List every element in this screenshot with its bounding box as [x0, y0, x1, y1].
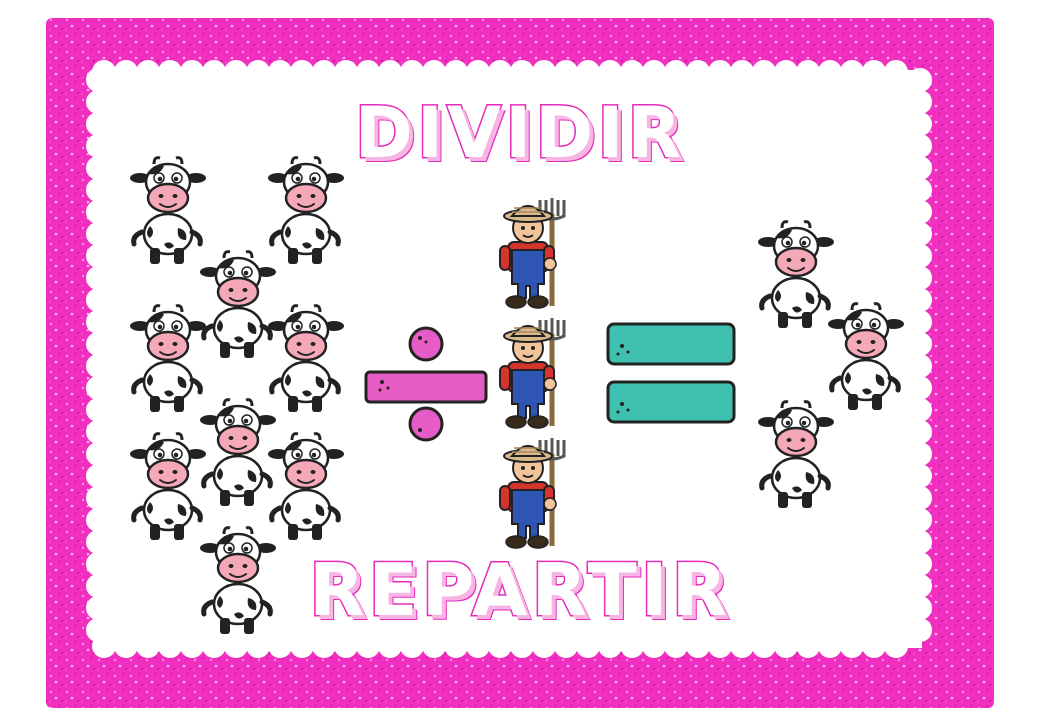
cow-icon — [266, 304, 346, 418]
cow-icon — [198, 250, 278, 364]
cow-icon — [128, 304, 208, 418]
farmer-icon — [490, 194, 574, 314]
title-dividir: DIVIDIR — [353, 91, 686, 176]
cow-icon — [756, 220, 836, 334]
title-repartir: REPARTIR — [307, 547, 732, 634]
cow-icon — [128, 432, 208, 546]
cow-icon — [198, 526, 278, 640]
cow-icon — [756, 400, 836, 514]
farmer-icon — [490, 314, 574, 434]
cow-icon — [266, 432, 346, 546]
cow-icon — [266, 156, 346, 270]
cow-icon — [826, 302, 906, 416]
equals-sign-icon — [606, 322, 736, 424]
farmer-icon — [490, 434, 574, 554]
divide-sign-icon — [364, 326, 488, 442]
cow-icon — [128, 156, 208, 270]
cow-icon — [198, 398, 278, 512]
